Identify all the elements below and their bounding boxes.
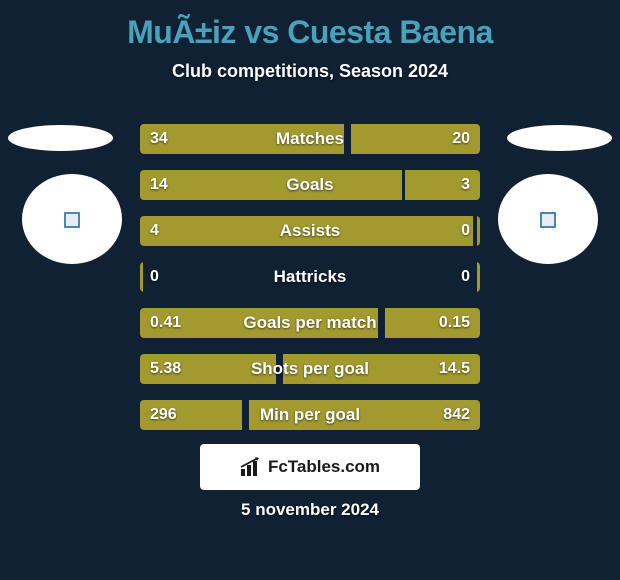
placeholder-icon: [540, 212, 556, 228]
metric-row: 0.410.15Goals per match: [140, 308, 480, 338]
metric-label: Min per goal: [140, 400, 480, 430]
decor-ellipse-left: [8, 125, 113, 151]
metric-row: 3420Matches: [140, 124, 480, 154]
metric-label: Goals per match: [140, 308, 480, 338]
page-title: MuÃ±iz vs Cuesta Baena: [0, 0, 620, 51]
comparison-bars: 3420Matches 143Goals 40Assists 00Hattricks 0…: [140, 124, 480, 446]
metric-label: Goals: [140, 170, 480, 200]
metric-row: 00Hattricks: [140, 262, 480, 292]
bars-icon: [240, 457, 262, 477]
metric-label: Assists: [140, 216, 480, 246]
metric-row: 296842Min per goal: [140, 400, 480, 430]
placeholder-icon: [64, 212, 80, 228]
metric-label: Matches: [140, 124, 480, 154]
decor-ellipse-right: [507, 125, 612, 151]
comparison-infographic: MuÃ±iz vs Cuesta Baena Club competitions…: [0, 0, 620, 580]
brand-text: FcTables.com: [240, 457, 380, 477]
metric-label: Shots per goal: [140, 354, 480, 384]
date-line: 5 november 2024: [0, 500, 620, 520]
brand-badge: FcTables.com: [200, 444, 420, 490]
metric-label: Hattricks: [140, 262, 480, 292]
metric-row: 143Goals: [140, 170, 480, 200]
brand-label: FcTables.com: [268, 457, 380, 477]
metric-row: 40Assists: [140, 216, 480, 246]
subtitle: Club competitions, Season 2024: [0, 61, 620, 82]
metric-row: 5.3814.5Shots per goal: [140, 354, 480, 384]
